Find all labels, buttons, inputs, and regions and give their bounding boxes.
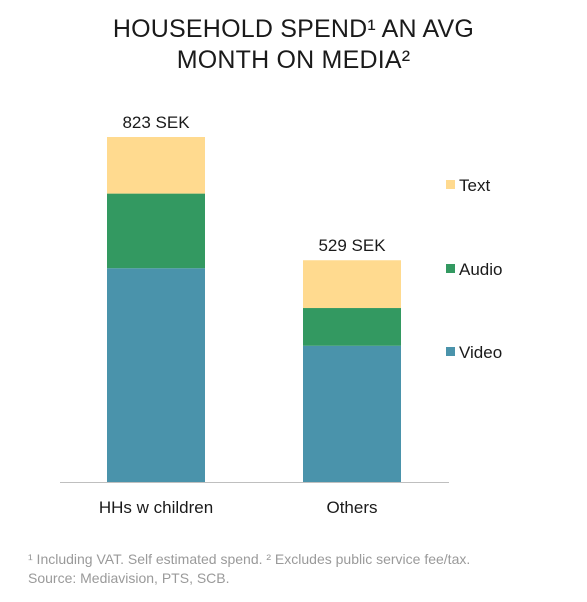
bar-others-audio — [303, 308, 401, 346]
bar-others-text — [303, 260, 401, 309]
legend: Text Audio Video — [446, 176, 502, 362]
bar-hhs-w-children-text — [107, 137, 205, 194]
total-label-hhs-w-children: 823 SEK — [122, 113, 190, 132]
category-label-others: Others — [326, 498, 377, 517]
footnote: ¹ Including VAT. Self estimated spend. ²… — [28, 550, 470, 588]
total-label-others: 529 SEK — [318, 236, 386, 255]
chart-title-line-1: HOUSEHOLD SPEND¹ AN AVG — [112, 15, 475, 43]
legend-label-audio: Audio — [459, 260, 502, 279]
legend-label-video: Video — [459, 343, 502, 362]
legend-swatch-video — [446, 347, 455, 356]
chart-title-line-2: MONTH ON MEDIA² — [176, 46, 411, 74]
legend-swatch-text — [446, 180, 455, 189]
bar-others-video — [303, 345, 401, 482]
legend-swatch-audio — [446, 264, 455, 273]
bars-group — [107, 137, 401, 482]
chart-title: HOUSEHOLD SPEND¹ AN AVG MONTH ON MEDIA² — [0, 14, 587, 76]
legend-label-text: Text — [459, 176, 490, 195]
footnote-line-1: ¹ Including VAT. Self estimated spend. ²… — [28, 551, 471, 567]
total-labels: 823 SEK 529 SEK — [122, 113, 386, 255]
bar-hhs-w-children-video — [107, 268, 205, 482]
category-label-hhs-w-children: HHs w children — [99, 498, 213, 517]
footnote-line-2: Source: Mediavision, PTS, SCB. — [28, 570, 230, 586]
bar-hhs-w-children-audio — [107, 193, 205, 269]
category-labels: HHs w children Others — [99, 498, 378, 517]
